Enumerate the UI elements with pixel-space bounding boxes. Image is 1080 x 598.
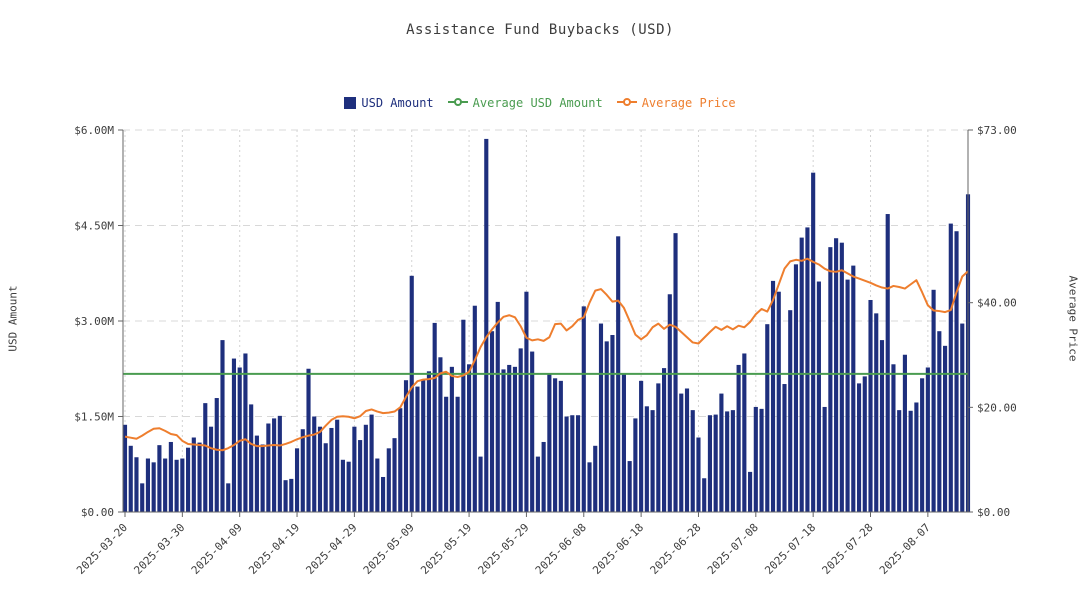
svg-text:$3.00M: $3.00M bbox=[74, 315, 114, 328]
bar-swatch-icon bbox=[344, 97, 357, 109]
svg-text:2025-04-09: 2025-04-09 bbox=[189, 521, 245, 577]
svg-text:$0.00: $0.00 bbox=[977, 506, 1010, 519]
svg-text:$73.00: $73.00 bbox=[977, 124, 1017, 137]
legend-item-average-usd-amount[interactable]: Average USD Amount bbox=[447, 96, 603, 110]
legend-item-usd-amount[interactable]: USD Amount bbox=[344, 96, 434, 110]
svg-text:$20.00: $20.00 bbox=[977, 401, 1017, 414]
svg-text:2025-06-18: 2025-06-18 bbox=[590, 521, 646, 577]
usd-amount-bars bbox=[122, 138, 971, 513]
svg-text:2025-04-19: 2025-04-19 bbox=[246, 521, 302, 577]
svg-text:$6.00M: $6.00M bbox=[74, 124, 114, 137]
svg-text:2025-05-09: 2025-05-09 bbox=[361, 521, 417, 577]
svg-text:2025-06-08: 2025-06-08 bbox=[533, 521, 589, 577]
legend-label: Average Price bbox=[641, 96, 736, 110]
svg-text:$40.00: $40.00 bbox=[977, 297, 1017, 310]
svg-text:2025-03-20: 2025-03-20 bbox=[74, 521, 130, 577]
svg-text:2025-08-07: 2025-08-07 bbox=[877, 521, 933, 577]
svg-text:2025-07-18: 2025-07-18 bbox=[762, 521, 818, 577]
legend: USD Amount Average USD Amount Average Pr… bbox=[0, 96, 1080, 110]
line-marker-icon bbox=[447, 96, 468, 110]
svg-text:$0.00: $0.00 bbox=[81, 506, 114, 519]
svg-text:2025-03-30: 2025-03-30 bbox=[131, 521, 187, 577]
svg-text:2025-07-28: 2025-07-28 bbox=[820, 521, 876, 577]
legend-label: USD Amount bbox=[361, 96, 434, 110]
average-price-line bbox=[124, 257, 969, 452]
svg-text:$4.50M: $4.50M bbox=[74, 220, 114, 233]
svg-text:2025-04-29: 2025-04-29 bbox=[303, 521, 359, 577]
legend-item-average-price[interactable]: Average Price bbox=[616, 96, 736, 110]
chart-title: Assistance Fund Buybacks (USD) bbox=[406, 22, 674, 38]
svg-text:2025-05-19: 2025-05-19 bbox=[418, 521, 474, 577]
svg-text:$1.50M: $1.50M bbox=[74, 411, 114, 424]
legend-label: Average USD Amount bbox=[472, 96, 603, 110]
line-marker-icon bbox=[616, 96, 637, 110]
svg-text:2025-06-28: 2025-06-28 bbox=[648, 521, 704, 577]
svg-text:2025-05-29: 2025-05-29 bbox=[476, 521, 532, 577]
svg-text:2025-07-08: 2025-07-08 bbox=[705, 521, 761, 577]
